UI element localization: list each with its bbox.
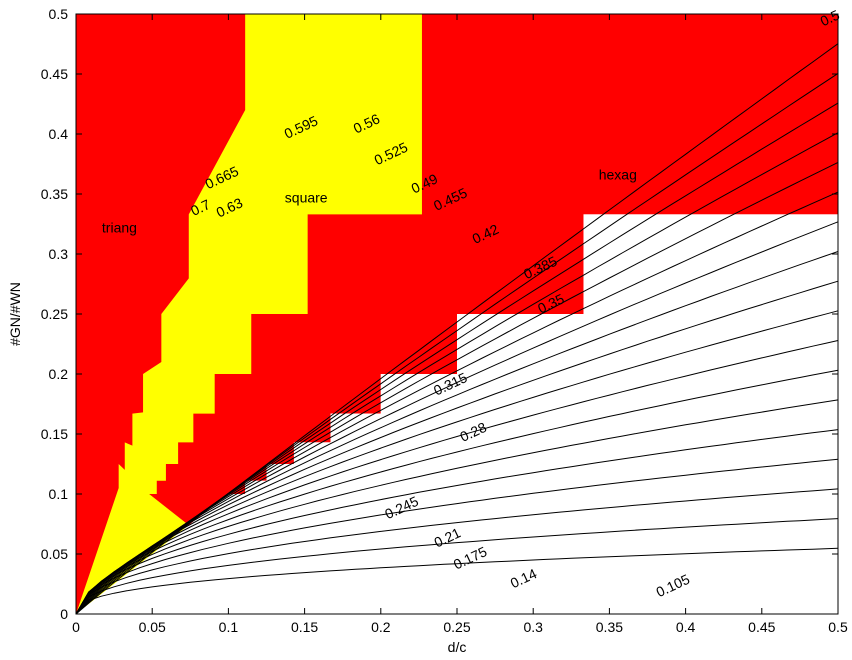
y-tick-label: 0.4	[49, 126, 69, 142]
y-axis-label: #GN/#WN	[7, 282, 23, 346]
y-tick-label: 0.05	[41, 546, 68, 562]
y-tick-label: 0	[60, 606, 68, 622]
y-axis-ticks: 0 0.05 0.1 0.15 0.2 0.25 0.3 0.35 0.4 0.45 0.5	[41, 6, 838, 622]
region-label: hexag	[599, 167, 637, 183]
contour-label: 0.5	[818, 6, 843, 29]
contour-line	[75, 518, 839, 615]
y-tick-label: 0.5	[49, 6, 69, 22]
contour-line	[75, 251, 839, 615]
contour-line	[75, 369, 839, 615]
x-axis-ticks: 0 0.05 0.1 0.15 0.2 0.25 0.3 0.35 0.4 0.45 0.5	[72, 14, 848, 635]
x-tick-label: 0.35	[596, 619, 623, 635]
region-label: triang	[102, 219, 137, 235]
contour-line	[75, 399, 839, 615]
contour-line	[75, 340, 839, 615]
region-white	[76, 214, 838, 614]
region-labels-layer: triang square hexag	[102, 167, 637, 236]
x-tick-label: 0	[72, 619, 80, 635]
y-tick-label: 0.3	[49, 246, 69, 262]
x-axis-label: d/c	[448, 639, 467, 655]
region-yellow	[76, 14, 422, 614]
contour-line	[75, 310, 839, 615]
contour-label: 0.7	[188, 196, 213, 219]
x-tick-label: 0.2	[371, 619, 391, 635]
x-tick-label: 0.25	[443, 619, 470, 635]
contour-line	[75, 280, 839, 615]
region-label: square	[285, 189, 328, 205]
contour-line	[75, 43, 839, 615]
x-tick-label: 0.15	[291, 619, 318, 635]
contour-line	[75, 458, 839, 615]
x-tick-label: 0.5	[828, 619, 848, 635]
x-tick-label: 0.05	[139, 619, 166, 635]
y-tick-label: 0.35	[41, 186, 68, 202]
contour-line	[75, 429, 839, 615]
x-tick-label: 0.1	[219, 619, 239, 635]
contour-line	[75, 547, 839, 615]
contour-line	[75, 488, 839, 615]
y-tick-label: 0.45	[41, 66, 68, 82]
y-tick-label: 0.2	[49, 366, 69, 382]
y-tick-label: 0.1	[49, 486, 69, 502]
contour-line	[75, 72, 839, 615]
y-tick-label: 0.15	[41, 426, 68, 442]
contour-lines-layer	[75, 43, 839, 615]
x-tick-label: 0.3	[523, 619, 543, 635]
contour-line	[75, 221, 839, 615]
x-tick-label: 0.45	[748, 619, 775, 635]
x-tick-label: 0.4	[676, 619, 696, 635]
y-tick-label: 0.25	[41, 306, 68, 322]
